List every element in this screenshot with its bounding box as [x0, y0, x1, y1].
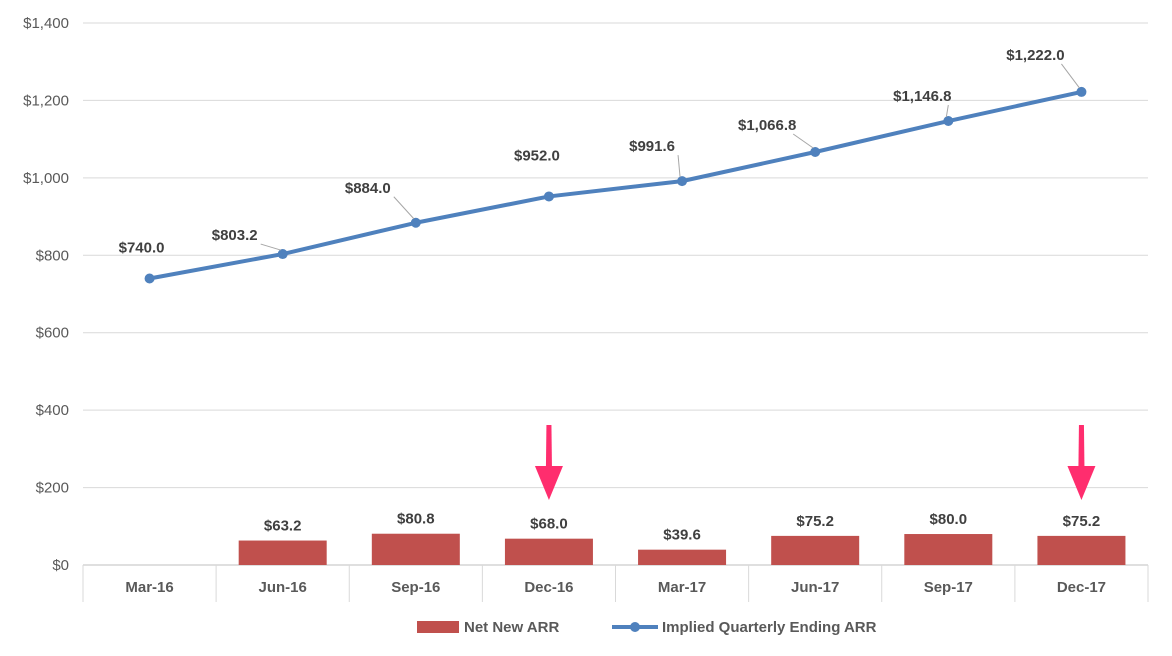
x-tick-label: Jun-17: [791, 579, 839, 596]
arrow-head: [1067, 466, 1096, 500]
bar-data-label: $39.6: [663, 527, 701, 544]
line-data-label: $1,146.8: [893, 88, 951, 105]
x-tick-label: Dec-16: [524, 579, 573, 596]
line-point: [410, 217, 421, 228]
leader-line: [677, 155, 681, 178]
series-line: [147, 89, 1084, 281]
line-data-label: $952.0: [514, 147, 560, 164]
y-tick-label: $1,000: [23, 170, 69, 187]
bar: [638, 549, 727, 565]
bar: [371, 533, 460, 565]
bar-data-label: $75.2: [796, 513, 834, 530]
y-tick-label: $1,200: [23, 92, 69, 109]
annotation-arrow: [534, 425, 563, 500]
line-point: [677, 176, 688, 187]
y-tick-label: $400: [36, 402, 69, 419]
arrow-shaft: [545, 425, 552, 466]
line-series: $740.0 $803.2 $884.0 $952.0 $991.6 $1,066.8 $1…: [119, 47, 1087, 284]
legend-label: Net New ARR: [464, 619, 559, 636]
y-tick-label: $800: [36, 247, 69, 264]
leader-line: [1061, 63, 1080, 89]
x-tick-label: Mar-17: [658, 579, 706, 596]
x-tick-label: Dec-17: [1057, 579, 1106, 596]
legend-item-net-new-arr: Net New ARR: [417, 619, 559, 636]
bar: [904, 534, 993, 565]
leader-line: [792, 133, 814, 149]
legend-swatch-marker: [630, 622, 640, 632]
annotation-arrow: [1067, 425, 1096, 500]
x-axis-ticks: Mar-16 Jun-16 Sep-16 Dec-16 Mar-17 Jun-17 Sep-…: [125, 579, 1106, 596]
arrow-shaft: [1078, 425, 1085, 466]
bar-data-label: $80.0: [930, 511, 968, 528]
line-point: [810, 146, 821, 157]
arrow-head: [534, 466, 563, 500]
line-point: [943, 116, 954, 127]
bar-series: $63.2 $80.8 $68.0 $39.6 $75.2 $80.0 $75.2: [238, 511, 1126, 565]
line-point: [1076, 86, 1087, 97]
line-data-label: $1,222.0: [1006, 47, 1064, 64]
legend: Net New ARR Implied Quarterly Ending ARR: [417, 619, 877, 636]
bar-data-label: $68.0: [530, 516, 568, 533]
x-tick-label: Sep-17: [924, 579, 973, 596]
leader-line: [945, 104, 949, 118]
leader-line: [393, 196, 415, 220]
bar-data-label: $75.2: [1063, 513, 1101, 530]
x-tick-label: Sep-16: [391, 579, 440, 596]
annotation-arrows: [534, 425, 1096, 500]
legend-label: Implied Quarterly Ending ARR: [662, 619, 877, 636]
line-point: [144, 273, 155, 284]
y-tick-label: $600: [36, 325, 69, 342]
bar-data-label: $80.8: [397, 511, 435, 528]
line-point: [543, 191, 554, 202]
legend-item-implied-quarterly-ending-arr: Implied Quarterly Ending ARR: [612, 619, 877, 636]
legend-swatch-bar: [417, 621, 459, 633]
x-tick-label: Jun-16: [259, 579, 307, 596]
y-axis-ticks: $0 $200 $400 $600 $800 $1,000 $1,200 $1,400: [23, 15, 69, 574]
line-data-label: $740.0: [119, 240, 165, 257]
bar: [504, 538, 593, 565]
line-data-label: $991.6: [629, 138, 675, 155]
line-data-label: $1,066.8: [738, 117, 796, 134]
y-tick-label: $0: [52, 557, 69, 574]
x-tick-label: Mar-16: [125, 579, 173, 596]
gridlines: [82, 22, 1149, 602]
y-tick-label: $1,400: [23, 15, 69, 32]
bar: [1037, 535, 1126, 565]
y-tick-label: $200: [36, 480, 69, 497]
leader-line: [260, 243, 281, 251]
line-data-label: $884.0: [345, 180, 391, 197]
line-data-label: $803.2: [212, 227, 258, 244]
bar: [238, 540, 327, 565]
bar: [771, 535, 860, 565]
line-point: [277, 249, 288, 260]
bar-data-label: $63.2: [264, 518, 302, 535]
